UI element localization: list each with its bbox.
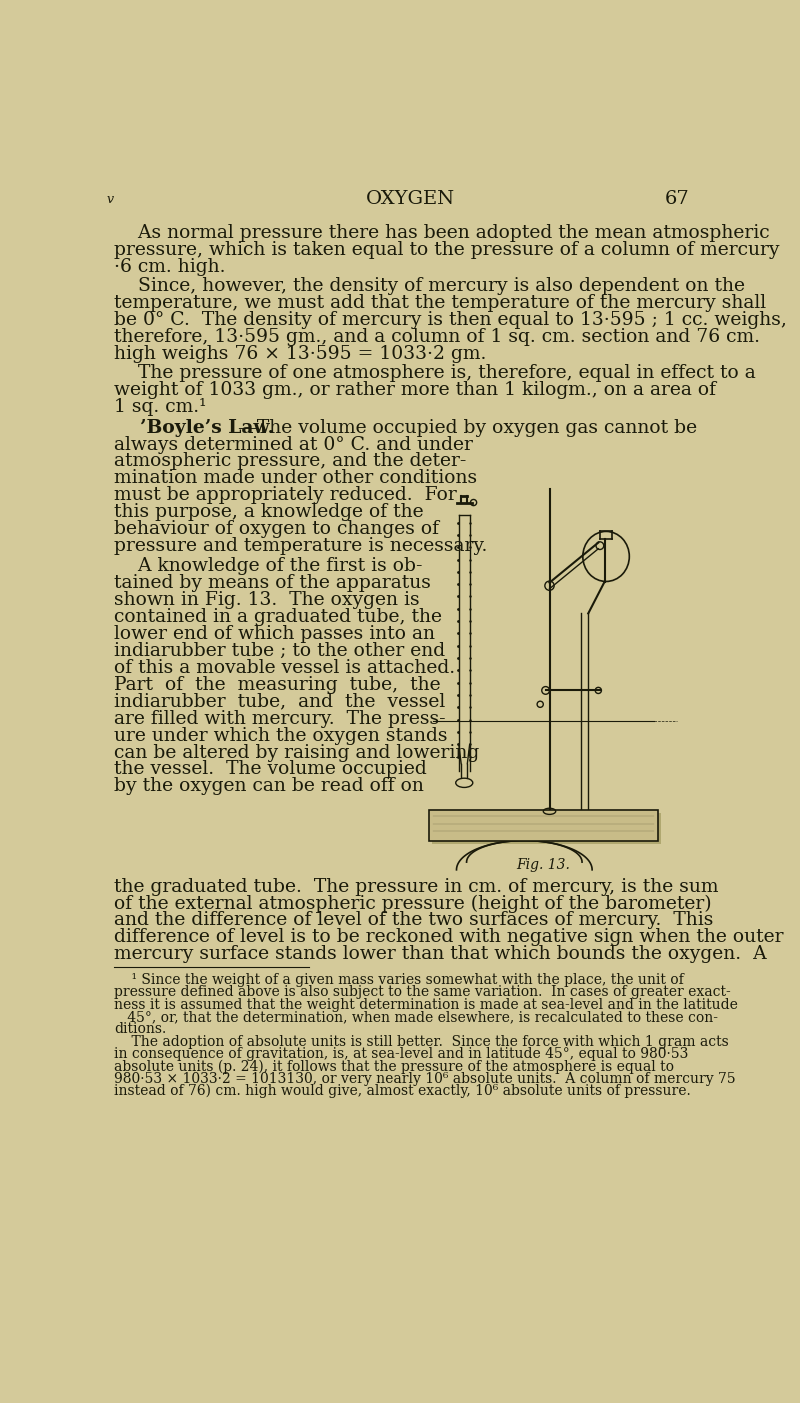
Text: ness it is assumed that the weight determination is made at sea-level and in the: ness it is assumed that the weight deter…: [114, 998, 738, 1012]
Text: of this a movable vessel is attached.: of this a movable vessel is attached.: [114, 659, 455, 676]
Text: ’Boyle’s Law.: ’Boyle’s Law.: [114, 418, 274, 436]
Text: be 0° C.  The density of mercury is then equal to 13·595 ; 1 cc. weighs,: be 0° C. The density of mercury is then …: [114, 311, 787, 328]
Text: mercury surface stands lower than that which bounds the oxygen.  A: mercury surface stands lower than that w…: [114, 946, 766, 964]
Text: mination made under other conditions: mination made under other conditions: [114, 470, 477, 487]
Text: pressure defined above is also subject to the same variation.  In cases of great: pressure defined above is also subject t…: [114, 985, 730, 999]
Text: instead of 76) cm. high would give, almost exactly, 10⁶ absolute units of pressu: instead of 76) cm. high would give, almo…: [114, 1085, 690, 1099]
Text: Fig. 13.: Fig. 13.: [516, 857, 570, 871]
Bar: [433, 812, 661, 843]
Text: As normal pressure there has been adopted the mean atmospheric: As normal pressure there has been adopte…: [114, 224, 770, 241]
Text: ·6 cm. high.: ·6 cm. high.: [114, 258, 226, 275]
Text: indiarubber tube ; to the other end: indiarubber tube ; to the other end: [114, 643, 445, 659]
Text: ¹ Since the weight of a given mass varies somewhat with the place, the unit of: ¹ Since the weight of a given mass varie…: [114, 974, 684, 986]
Text: by the oxygen can be read off on: by the oxygen can be read off on: [114, 777, 424, 796]
Text: —The volume occupied by oxygen gas cannot be: —The volume occupied by oxygen gas canno…: [238, 418, 697, 436]
Text: ditions.: ditions.: [114, 1023, 166, 1037]
Text: 1 sq. cm.¹: 1 sq. cm.¹: [114, 398, 206, 415]
Text: always determined at 0° C. and under: always determined at 0° C. and under: [114, 435, 473, 453]
Text: A knowledge of the first is ob-: A knowledge of the first is ob-: [114, 557, 422, 575]
Text: The adoption of ​absolute units​ is still better.  Since the force with which 1 : The adoption of ​absolute units​ is stil…: [114, 1034, 729, 1048]
Text: 45°, or, that the determination, when made elsewhere, is recalculated to these c: 45°, or, that the determination, when ma…: [114, 1010, 718, 1024]
Text: shown in Fig. 13.  The oxygen is: shown in Fig. 13. The oxygen is: [114, 591, 419, 609]
Text: atmospheric pressure, and the deter-: atmospheric pressure, and the deter-: [114, 453, 466, 470]
Text: 67: 67: [664, 189, 689, 208]
Text: weight of 1033 gm., or rather more than 1 kilogm., on a area of: weight of 1033 gm., or rather more than …: [114, 380, 716, 398]
Text: must be appropriately reduced.  For: must be appropriately reduced. For: [114, 487, 457, 504]
Text: in consequence of gravitation, is, at sea-level and in latitude 45°, equal to 98: in consequence of gravitation, is, at se…: [114, 1047, 688, 1061]
Text: the graduated tube.  The pressure in cm. of mercury, is the sum: the graduated tube. The pressure in cm. …: [114, 877, 718, 895]
Text: pressure, which is taken equal to the pressure of a column of mercury: pressure, which is taken equal to the pr…: [114, 241, 779, 258]
Text: are filled with mercury.  The press-: are filled with mercury. The press-: [114, 710, 446, 728]
Bar: [430, 810, 658, 840]
Text: v: v: [106, 194, 114, 206]
Text: difference of level is to be reckoned with negative sign when the outer: difference of level is to be reckoned wi…: [114, 929, 783, 947]
Text: tained by means of the apparatus: tained by means of the apparatus: [114, 574, 431, 592]
Text: OXYGEN: OXYGEN: [366, 189, 454, 208]
Text: contained in a graduated tube, the: contained in a graduated tube, the: [114, 607, 442, 626]
Text: high weighs 76 × 13·595 = 1033·2 gm.: high weighs 76 × 13·595 = 1033·2 gm.: [114, 345, 486, 363]
Text: pressure and temperature is necessary.: pressure and temperature is necessary.: [114, 537, 487, 556]
Text: of the external atmospheric pressure (height of the barometer): of the external atmospheric pressure (he…: [114, 895, 711, 913]
Text: indiarubber  tube,  and  the  vessel: indiarubber tube, and the vessel: [114, 693, 445, 711]
Text: absolute units (p. 24), it follows that the pressure of the atmosphere is equal : absolute units (p. 24), it follows that …: [114, 1059, 674, 1073]
Text: 980·53 × 1033·2 = 1013130, or very nearly 10⁶ absolute units.  A column of mercu: 980·53 × 1033·2 = 1013130, or very nearl…: [114, 1072, 735, 1086]
Text: can be altered by raising and lowering: can be altered by raising and lowering: [114, 744, 479, 762]
Text: Part  of  the  measuring  tube,  the: Part of the measuring tube, the: [114, 676, 441, 694]
Text: ure under which the oxygen stands: ure under which the oxygen stands: [114, 727, 447, 745]
Text: Since, however, the density of mercury is also dependent on the: Since, however, the density of mercury i…: [114, 276, 745, 295]
Text: therefore, 13·595 gm., and a column of 1 sq. cm. section and 76 cm.: therefore, 13·595 gm., and a column of 1…: [114, 328, 760, 345]
Text: temperature, we must add that the temperature of the mercury shall: temperature, we must add that the temper…: [114, 293, 766, 311]
Text: and the difference of level of the two surfaces of mercury.  This: and the difference of level of the two s…: [114, 912, 714, 929]
Text: this purpose, a knowledge of the: this purpose, a knowledge of the: [114, 504, 423, 522]
Text: behaviour of oxygen to changes of: behaviour of oxygen to changes of: [114, 521, 439, 539]
Text: the vessel.  The volume occupied: the vessel. The volume occupied: [114, 760, 426, 779]
Text: lower end of which passes into an: lower end of which passes into an: [114, 624, 435, 643]
Text: The pressure of one atmosphere is, therefore, equal in effect to a: The pressure of one atmosphere is, there…: [114, 363, 756, 382]
